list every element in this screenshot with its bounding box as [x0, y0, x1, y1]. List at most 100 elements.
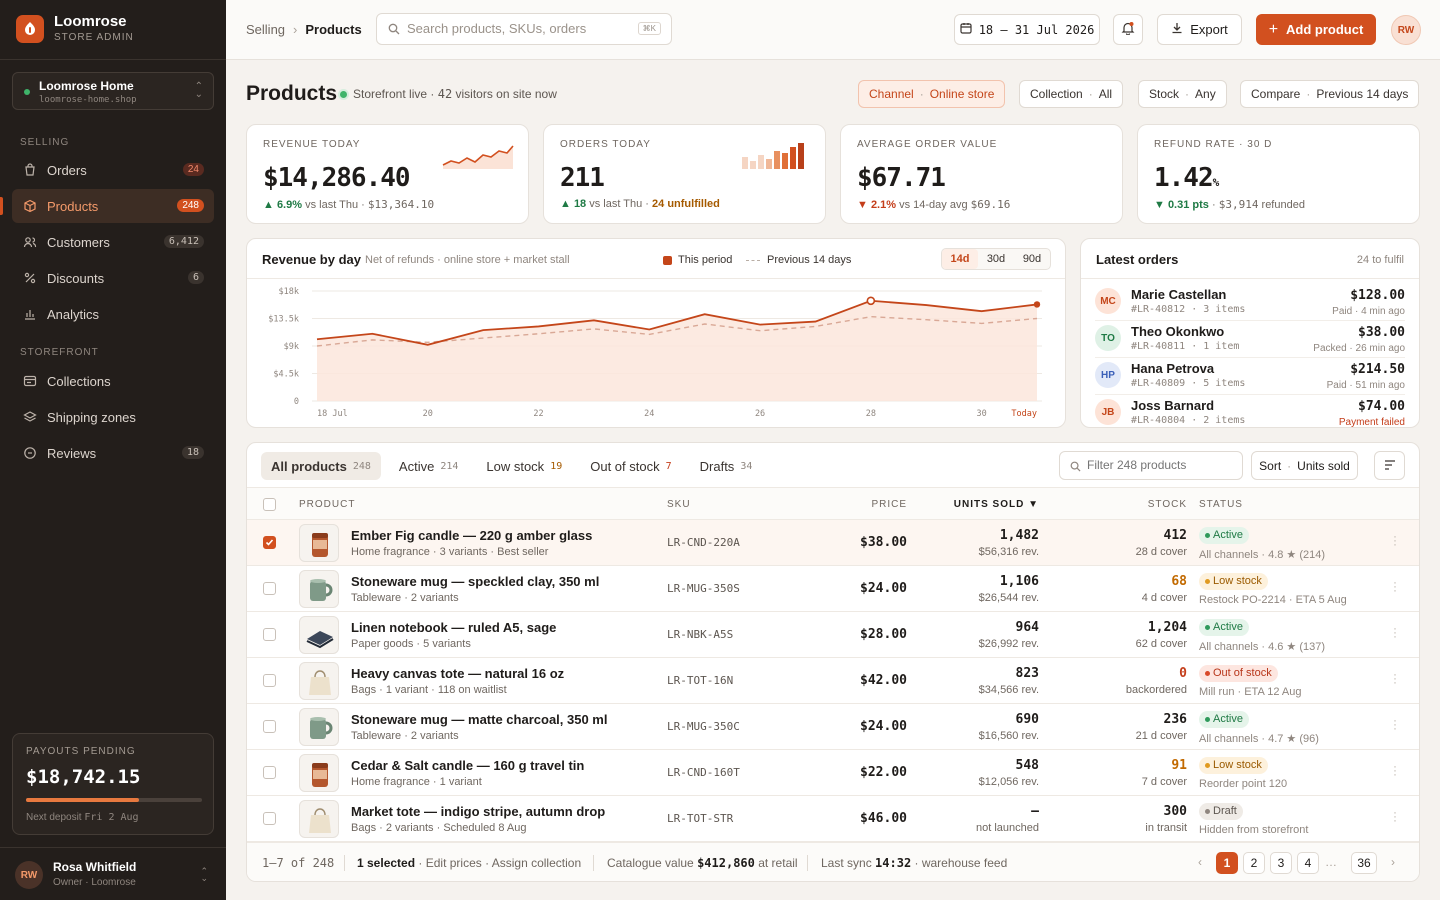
next-page-button[interactable]: › — [1391, 855, 1395, 869]
more-icon[interactable]: · · · — [1393, 621, 1397, 643]
kpi-average-order-value[interactable]: AVERAGE ORDER VALUE $67.71 ▼ 2.1% vs 14-… — [840, 124, 1123, 224]
row-checkbox[interactable] — [263, 812, 276, 825]
add-product-button[interactable]: + Add product — [1256, 14, 1376, 45]
user-name: Rosa Whitfield — [53, 860, 137, 874]
product-name[interactable]: Linen notebook — ruled A5, sage — [351, 620, 557, 635]
user-menu[interactable]: RW Rosa Whitfield Owner · Loomrose ⌃ ⌄ — [0, 848, 226, 900]
header-sku[interactable]: SKU — [667, 499, 691, 510]
sidebar-item-shipping-zones[interactable]: Shipping zones — [12, 400, 214, 434]
order-row[interactable]: MC Marie Castellan #LR-40812 · 3 items $… — [1081, 283, 1419, 320]
row-checkbox[interactable] — [263, 628, 276, 641]
product-name[interactable]: Market tote — indigo stripe, autumn drop — [351, 804, 606, 819]
product-thumbnail — [299, 570, 339, 608]
sidebar-item-reviews[interactable]: Reviews 18 — [12, 436, 214, 470]
range-90d[interactable]: 90d — [1022, 253, 1042, 265]
sidebar-item-products[interactable]: Products 248 — [12, 189, 214, 223]
breadcrumb-parent[interactable]: Selling — [246, 22, 286, 37]
order-row[interactable]: TO Theo Okonkwo #LR-40811 · 1 item $38.0… — [1081, 320, 1419, 357]
select-all-checkbox[interactable] — [263, 498, 276, 511]
page-4[interactable]: 4 — [1297, 852, 1319, 874]
product-name[interactable]: Ember Fig candle — 220 g amber glass — [351, 528, 593, 543]
sidebar-item-label: Products — [47, 198, 99, 214]
tab-low-stock[interactable]: Low stock 19 — [476, 452, 572, 480]
kpi-refund-rate[interactable]: REFUND RATE · 30 D 1.42% ▼ 0.31 pts · $3… — [1137, 124, 1420, 224]
avatar[interactable]: RW — [1391, 15, 1421, 45]
more-icon[interactable]: · · · — [1393, 805, 1397, 827]
sidebar-item-customers[interactable]: Customers 6,412 — [12, 225, 214, 259]
units-sold: 1,106 — [999, 574, 1039, 589]
order-amount: $38.00 — [1358, 325, 1405, 340]
bulk-actions[interactable]: · Edit prices · Assign collection — [418, 856, 582, 870]
tab-drafts[interactable]: Drafts 34 — [690, 452, 763, 480]
export-button[interactable]: Export — [1157, 14, 1242, 45]
product-name[interactable]: Cedar & Salt candle — 160 g travel tin — [351, 758, 585, 773]
tab-out-of-stock[interactable]: Out of stock 7 — [580, 452, 681, 480]
row-checkbox[interactable] — [263, 582, 276, 595]
product-name[interactable]: Heavy canvas tote — natural 16 oz — [351, 666, 565, 681]
kpi-revenue-today[interactable]: REVENUE TODAY $14,286.40 ▲ 6.9% vs last … — [246, 124, 529, 224]
tab-count: 7 — [665, 460, 672, 472]
row-checkbox[interactable] — [263, 766, 276, 779]
page-3[interactable]: 3 — [1270, 852, 1292, 874]
header-product[interactable]: PRODUCT — [299, 499, 356, 510]
revenue-chart-card: Revenue by day Net of refunds · online s… — [246, 238, 1066, 428]
prev-page-button[interactable]: ‹ — [1198, 855, 1202, 869]
table-row[interactable]: Linen notebook — ruled A5, sage Paper go… — [247, 612, 1419, 658]
tab-active[interactable]: Active 214 — [389, 452, 468, 480]
search-box[interactable]: ⌘K — [376, 13, 672, 45]
payouts-card[interactable]: PAYOUTS PENDING $18,742.15 Next deposit … — [12, 733, 214, 835]
page-1[interactable]: 1 — [1216, 852, 1238, 874]
x-tick-label: 22 — [533, 409, 543, 419]
sidebar-item-orders[interactable]: Orders 24 — [12, 153, 214, 187]
filter-products-box[interactable] — [1059, 451, 1243, 480]
x-tick-label: 26 — [755, 409, 765, 419]
notifications-button[interactable] — [1113, 14, 1143, 45]
product-name[interactable]: Stoneware mug — speckled clay, 350 ml — [351, 574, 600, 589]
more-icon[interactable]: · · · — [1393, 713, 1397, 735]
filter-channel[interactable]: Channel · Online store — [858, 80, 1006, 108]
stock-cover: in transit — [1145, 822, 1187, 834]
table-row[interactable]: Market tote — indigo stripe, autumn drop… — [247, 796, 1419, 842]
filter-products-input[interactable] — [1087, 458, 1237, 472]
filter-collection[interactable]: Collection · All — [1019, 80, 1124, 108]
row-checkbox[interactable] — [263, 674, 276, 687]
tab-all-products[interactable]: All products 248 — [261, 452, 381, 480]
table-row[interactable]: Stoneware mug — matte charcoal, 350 ml T… — [247, 704, 1419, 750]
row-checkbox[interactable] — [263, 536, 276, 549]
table-row[interactable]: Heavy canvas tote — natural 16 oz Bags ·… — [247, 658, 1419, 704]
store-switcher[interactable]: Loomrose Home loomrose-home.shop ⌃ ⌄ — [12, 72, 214, 110]
order-row[interactable]: JB Joss Barnard #LR-40804 · 2 items $74.… — [1081, 394, 1419, 431]
table-row[interactable]: Stoneware mug — speckled clay, 350 ml Ta… — [247, 566, 1419, 612]
header-price[interactable]: PRICE — [871, 499, 907, 510]
page-36[interactable]: 36 — [1351, 852, 1377, 874]
legend-previous: Previous 14 days — [746, 254, 851, 266]
table-row[interactable]: Cedar & Salt candle — 160 g travel tin H… — [247, 750, 1419, 796]
kpi-orders-today[interactable]: ORDERS TODAY 211 ▲ 18 vs last Thu · 24 u… — [543, 124, 826, 224]
more-icon[interactable]: · · · — [1393, 667, 1397, 689]
order-id: #LR-40804 · 2 items — [1131, 415, 1246, 426]
table-row[interactable]: Ember Fig candle — 220 g amber glass Hom… — [247, 520, 1419, 566]
header-stock[interactable]: STOCK — [1147, 499, 1187, 510]
filter-compare[interactable]: Compare · Previous 14 days — [1240, 80, 1420, 108]
product-meta: Bags · 2 variants · Scheduled 8 Aug — [351, 822, 527, 834]
sidebar-item-discounts[interactable]: Discounts 6 — [12, 261, 214, 295]
order-row[interactable]: HP Hana Petrova #LR-40809 · 5 items $214… — [1081, 357, 1419, 394]
more-icon[interactable]: · · · — [1393, 529, 1397, 551]
range-30d[interactable]: 30d — [986, 253, 1006, 265]
columns-button[interactable] — [1374, 451, 1405, 480]
more-icon[interactable]: · · · — [1393, 759, 1397, 781]
date-range-picker[interactable]: 18 – 31 Jul 2026 — [954, 14, 1100, 45]
more-icon[interactable]: · · · — [1393, 575, 1397, 597]
sort-select[interactable]: Sort · Units sold — [1251, 451, 1358, 480]
header-status[interactable]: STATUS — [1199, 499, 1243, 510]
filter-stock[interactable]: Stock · Any — [1138, 80, 1227, 108]
header-units-sold[interactable]: UNITS SOLD ▼ — [953, 499, 1039, 510]
search-input[interactable] — [407, 21, 627, 36]
sidebar-item-analytics[interactable]: Analytics — [12, 297, 214, 331]
product-name[interactable]: Stoneware mug — matte charcoal, 350 ml — [351, 712, 608, 727]
page-2[interactable]: 2 — [1243, 852, 1265, 874]
sidebar-item-collections[interactable]: Collections — [12, 364, 214, 398]
brand[interactable]: Loomrose STORE ADMIN — [16, 14, 134, 43]
row-checkbox[interactable] — [263, 720, 276, 733]
range-14d[interactable]: 14d — [942, 249, 978, 269]
